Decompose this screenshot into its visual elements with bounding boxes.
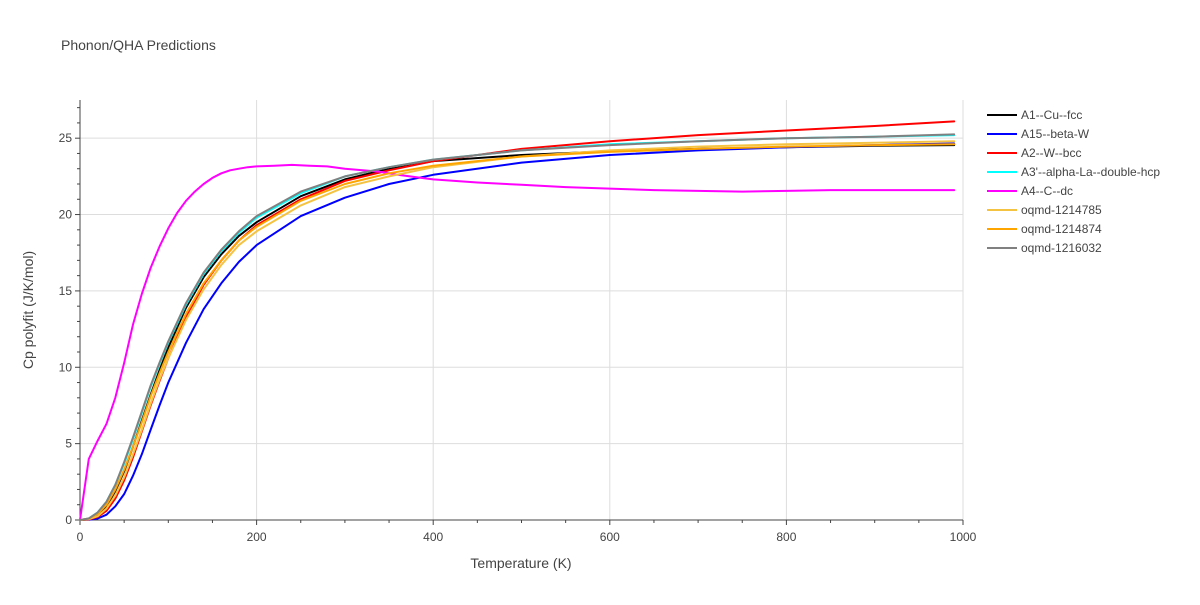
series-line-5 [79, 140, 956, 521]
series-line-2 [79, 120, 956, 521]
legend-label: oqmd-1214785 [1021, 203, 1102, 217]
series-line-1 [79, 142, 956, 521]
y-axis-title: Cp polyfit (J/K/mol) [20, 251, 36, 369]
legend-label: A1--Cu--fcc [1021, 108, 1082, 122]
series-line-3 [79, 134, 956, 521]
y-tick-label: 0 [65, 513, 72, 527]
series-line-4 [79, 163, 956, 521]
x-tick-label: 400 [423, 530, 443, 544]
legend-label: A4--C--dc [1021, 184, 1073, 198]
x-tick-label: 200 [247, 530, 267, 544]
legend: A1--Cu--fcc A15--beta-W A2--W--bcc A3'--alp… [987, 108, 1160, 255]
legend-label: oqmd-1214874 [1021, 222, 1102, 236]
series-line-6 [79, 143, 956, 521]
legend-label: A2--W--bcc [1021, 146, 1081, 160]
x-tick-label: 800 [776, 530, 796, 544]
plot-area [79, 120, 956, 521]
y-tick-label: 5 [65, 437, 72, 451]
legend-label: A3'--alpha-La--double-hcp [1021, 165, 1160, 179]
y-tick-label: 25 [59, 131, 73, 145]
x-tick-label: 0 [77, 530, 84, 544]
legend-label: oqmd-1216032 [1021, 241, 1102, 255]
axes: 0 200 400 600 800 1000 0 5 10 15 20 25 [59, 100, 977, 544]
chart-title: Phonon/QHA Predictions [61, 37, 216, 53]
legend-label: A15--beta-W [1021, 127, 1090, 141]
series-line-7 [79, 133, 956, 521]
y-tick-label: 10 [59, 360, 73, 374]
x-axis-title: Temperature (K) [470, 555, 571, 571]
series-line-0 [79, 144, 956, 521]
x-tick-label: 600 [600, 530, 620, 544]
y-tick-label: 15 [59, 284, 73, 298]
x-tick-label: 1000 [950, 530, 977, 544]
y-tick-label: 20 [59, 208, 73, 222]
